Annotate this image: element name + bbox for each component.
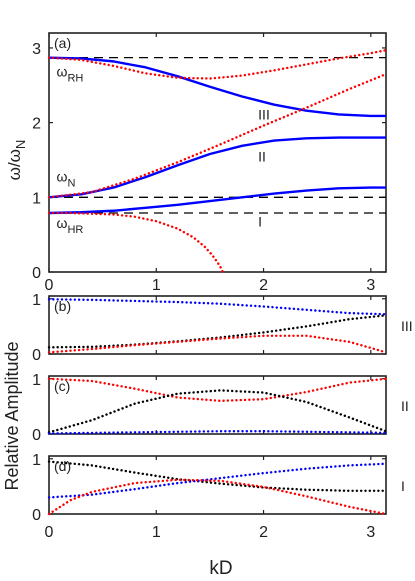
- series-d-black: [47, 460, 388, 492]
- annotation-omega-rh-main: ω: [57, 63, 68, 79]
- y-axis-label-omega-sub: N: [13, 140, 28, 149]
- annotation-branch-iii: III: [258, 107, 270, 123]
- panel-d-ytick-label-0: 0: [32, 507, 41, 524]
- annotation-omega-hr: ωHR: [57, 215, 84, 236]
- annotation-omega-n-main: ω: [57, 169, 68, 185]
- series-upper-dotted: [47, 48, 388, 80]
- panel-a-xtick-label-2: 2: [259, 277, 268, 294]
- panel-b-label: (b): [54, 298, 71, 314]
- panel-a-ytick-label-3: 3: [32, 41, 41, 58]
- annotation-branch-ii: II: [258, 148, 266, 164]
- panel-a-frame: [48, 32, 387, 273]
- series-lower-dotted: [47, 211, 224, 274]
- series-light-line-dotted: [47, 72, 388, 199]
- panel-d-xtick-label-0: 0: [45, 524, 54, 541]
- annotation-branch-i: I: [258, 213, 262, 229]
- panel-c: 0 1 (c) II: [32, 372, 409, 444]
- panel-a-ytick-label-0: 0: [32, 265, 41, 282]
- series-b-blue: [47, 298, 388, 316]
- series-c-blue: [47, 430, 388, 435]
- panel-b-ytick-label-1: 1: [32, 292, 41, 309]
- annotation-omega-hr-main: ω: [57, 215, 68, 231]
- panel-b-ytick-label-0: 0: [32, 347, 41, 364]
- panel-a-xtick-label-3: 3: [366, 277, 375, 294]
- y-axis-label-relative-amplitude: Relative Amplitude: [2, 341, 22, 490]
- panel-d-xtick-label-2: 2: [259, 524, 268, 541]
- panel-b-frame: [48, 295, 387, 355]
- series-d-red: [47, 478, 388, 516]
- panel-a-xtick-label-1: 1: [152, 277, 161, 294]
- series-b-red: [47, 334, 388, 354]
- annotation-omega-n-sub: N: [67, 178, 75, 190]
- panel-c-frame: [48, 375, 387, 435]
- series-d-blue: [47, 462, 388, 499]
- panel-a-ytick-label-2: 2: [32, 116, 41, 133]
- panel-c-branch-label: II: [401, 398, 409, 414]
- annotation-omega-hr-sub: HR: [67, 224, 83, 236]
- panel-a-ytick-label-1: 1: [32, 190, 41, 207]
- panel-c-ytick-label-0: 0: [32, 427, 41, 444]
- y-axis-label-omega: ω/ωN: [5, 140, 28, 181]
- panel-b: 0 1 (b) III: [32, 292, 413, 364]
- panel-d-xtick-label-1: 1: [152, 524, 161, 541]
- panel-d-ytick-label-1: 1: [32, 452, 41, 469]
- panel-d-branch-label: I: [401, 478, 405, 494]
- panel-c-label: (c): [54, 378, 70, 394]
- series-branch-i-solid: [48, 186, 386, 215]
- panel-c-ytick-label-1: 1: [32, 372, 41, 389]
- annotation-omega-rh: ωRH: [57, 63, 84, 84]
- series-branch-iii-solid: [48, 56, 386, 118]
- panel-d: 0 1 2 3 0 1 (d) I: [32, 452, 405, 541]
- series-b-black: [47, 314, 388, 349]
- panel-d-frame: [48, 455, 387, 515]
- series-c-black: [47, 389, 388, 434]
- panel-d-label: (d): [54, 458, 71, 474]
- series-branch-ii-solid: [48, 136, 386, 199]
- panel-a-label: (a): [54, 35, 71, 51]
- panel-a-xtick-label-0: 0: [45, 277, 54, 294]
- panel-d-xtick-label-3: 3: [366, 524, 375, 541]
- annotation-omega-n: ωN: [57, 169, 76, 190]
- series-c-red: [47, 377, 388, 403]
- x-axis-label: kD: [209, 558, 232, 579]
- panel-b-branch-label: III: [401, 318, 413, 334]
- y-axis-label-omega-main: ω/ω: [5, 149, 24, 180]
- annotation-omega-rh-sub: RH: [67, 72, 83, 84]
